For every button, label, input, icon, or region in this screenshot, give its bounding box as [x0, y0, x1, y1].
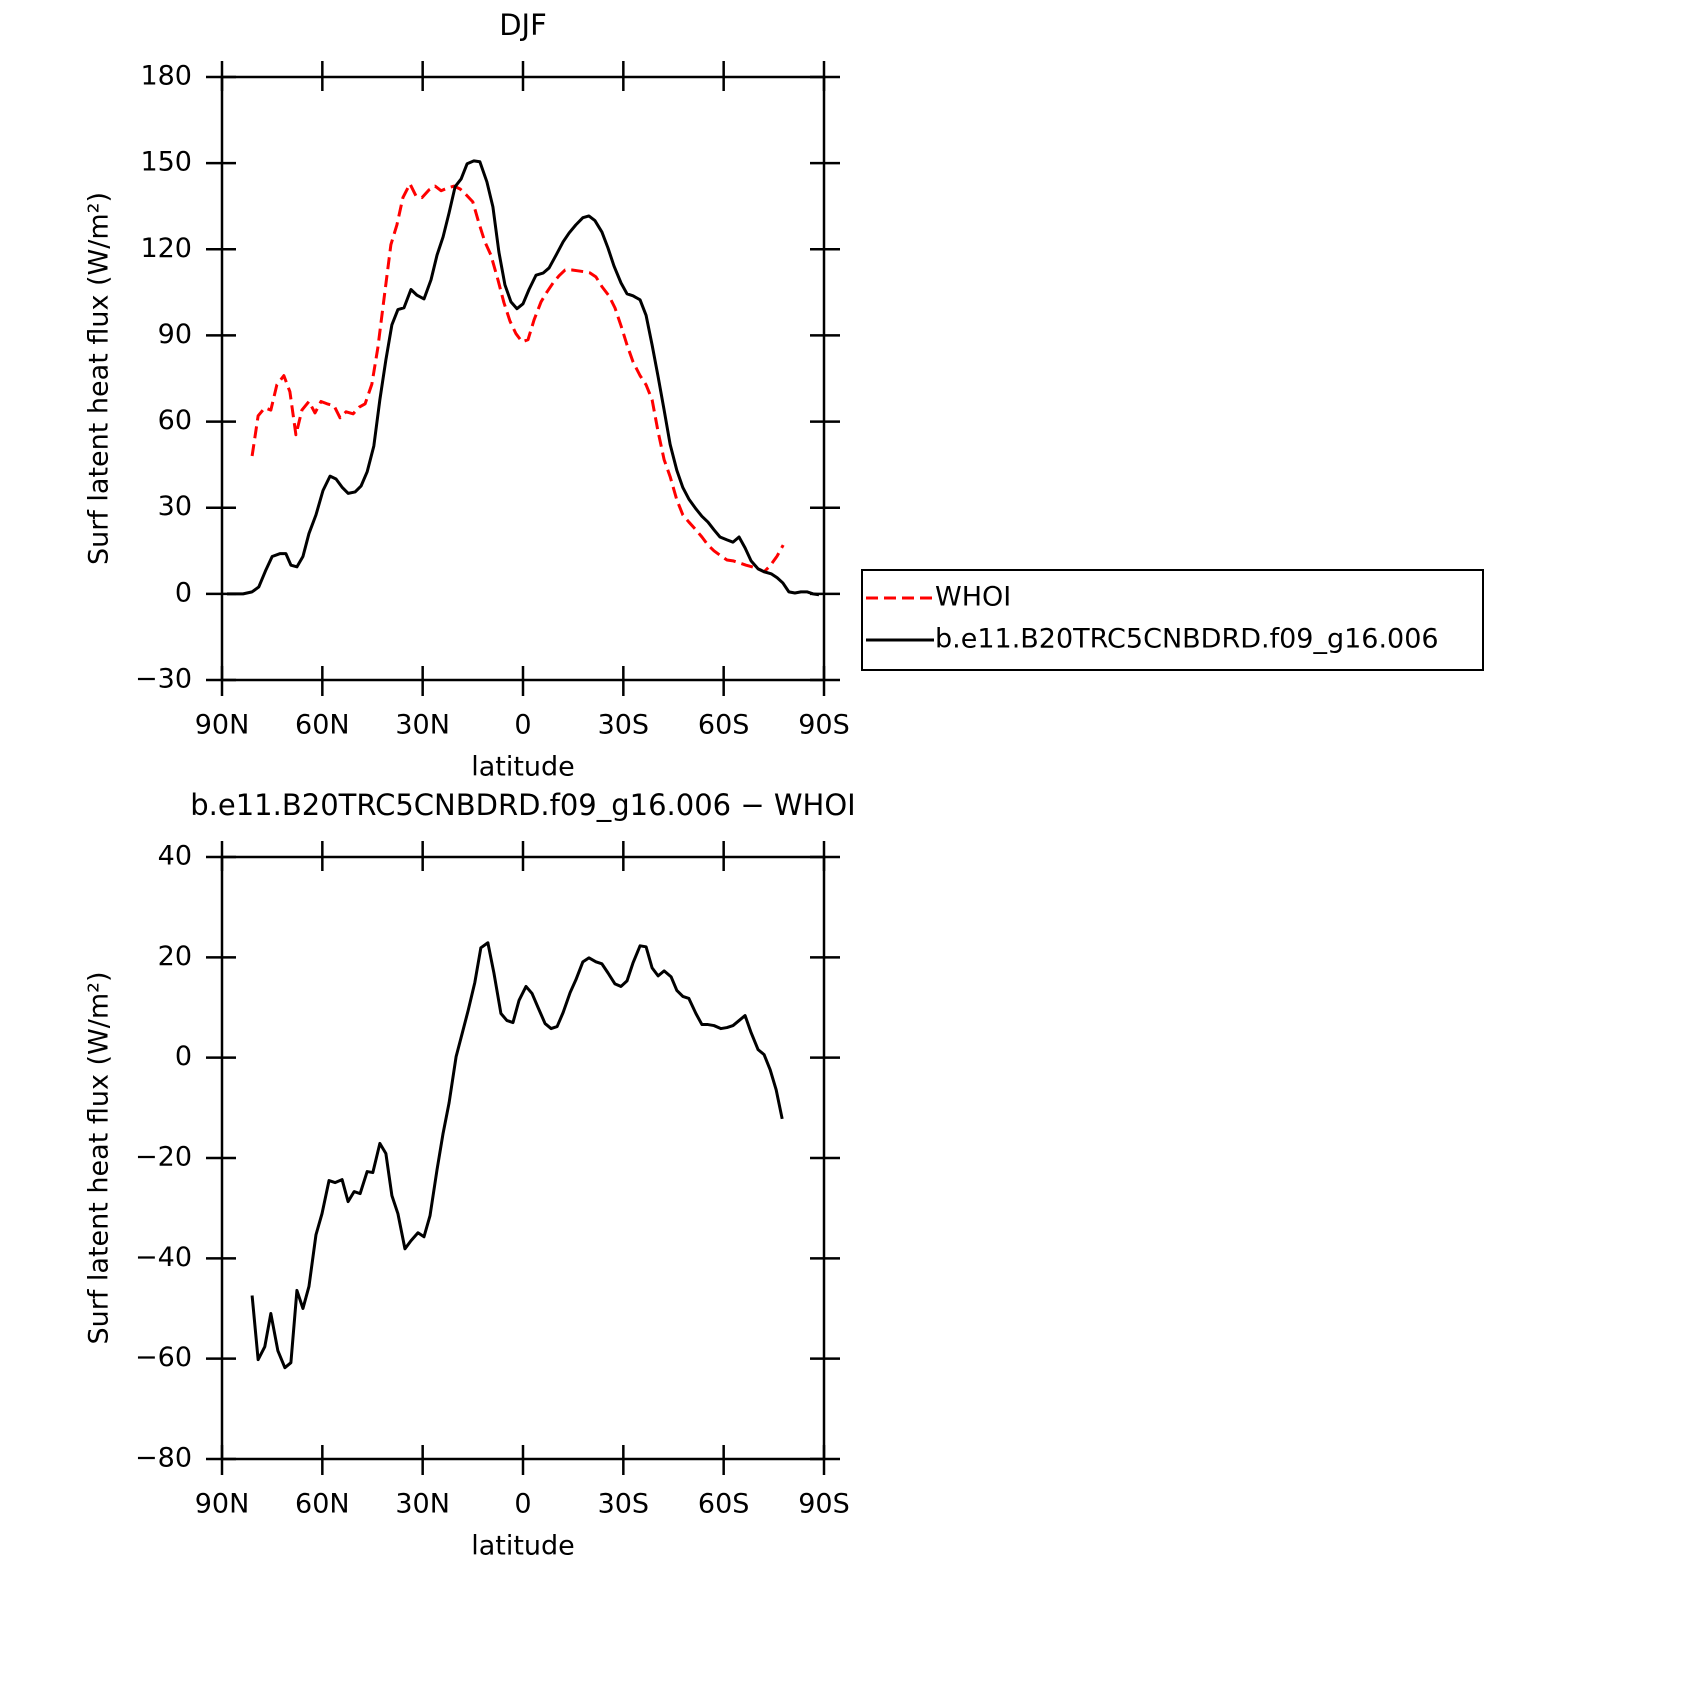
legend-box — [861, 569, 1484, 671]
y-tick-label: 0 — [175, 577, 192, 608]
x-tick-label: 90S — [798, 710, 850, 741]
y-tick-label: 150 — [140, 147, 192, 178]
y-tick-label: −40 — [135, 1242, 192, 1273]
x-tick-label: 60N — [295, 1489, 350, 1520]
legend-label: WHOI — [935, 582, 1011, 613]
data-line — [250, 182, 785, 574]
y-axis-label: Surf latent heat flux (W/m²) — [84, 971, 115, 1344]
x-tick-label: 30S — [598, 1489, 650, 1520]
x-tick-label: 30S — [598, 710, 650, 741]
x-tick-label: 60S — [698, 1489, 750, 1520]
y-axis-label: Surf latent heat flux (W/m²) — [84, 192, 115, 565]
data-line — [227, 159, 820, 597]
chart-title: DJF — [499, 8, 547, 42]
y-tick-label: 40 — [158, 841, 192, 872]
x-axis-label: latitude — [471, 1531, 575, 1562]
plot-frame — [220, 75, 826, 682]
x-tick-label: 90N — [195, 710, 250, 741]
y-tick-label: −20 — [135, 1142, 192, 1173]
x-tick-label: 30N — [395, 1489, 450, 1520]
y-tick-label: 60 — [158, 405, 192, 436]
x-tick-label: 0 — [514, 710, 531, 741]
y-tick-label: 20 — [158, 941, 192, 972]
y-tick-label: −30 — [135, 664, 192, 695]
data-line — [250, 941, 784, 1370]
x-tick-label: 90N — [195, 1489, 250, 1520]
x-tick-label: 60S — [698, 710, 750, 741]
plot-frame — [220, 855, 826, 1461]
y-tick-label: −60 — [135, 1342, 192, 1373]
legend-label: b.e11.B20TRC5CNBDRD.f09_g16.006 — [935, 624, 1439, 655]
x-tick-label: 0 — [514, 1489, 531, 1520]
y-tick-label: 120 — [140, 233, 192, 264]
chart-title: b.e11.B20TRC5CNBDRD.f09_g16.006 − WHOI — [190, 788, 855, 822]
y-tick-label: 90 — [158, 319, 192, 350]
x-tick-label: 30N — [395, 710, 450, 741]
x-tick-label: 60N — [295, 710, 350, 741]
x-axis-label: latitude — [471, 752, 575, 783]
y-tick-label: 0 — [175, 1041, 192, 1072]
x-tick-label: 90S — [798, 1489, 850, 1520]
y-tick-label: −80 — [135, 1443, 192, 1474]
y-tick-label: 30 — [158, 491, 192, 522]
y-tick-label: 180 — [140, 61, 192, 92]
